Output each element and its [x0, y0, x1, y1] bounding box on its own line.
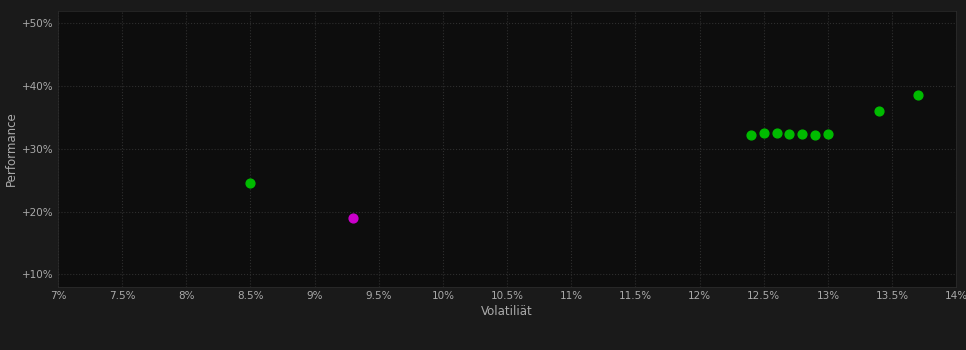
- Point: [756, 130, 772, 136]
- Point: [871, 108, 887, 114]
- Point: [346, 215, 361, 221]
- Point: [743, 132, 758, 138]
- Y-axis label: Performance: Performance: [5, 111, 18, 186]
- Point: [910, 92, 925, 98]
- Point: [242, 181, 258, 186]
- Point: [808, 132, 823, 138]
- Point: [795, 132, 810, 137]
- Point: [769, 130, 784, 136]
- Point: [820, 132, 836, 137]
- Point: [781, 131, 797, 136]
- X-axis label: Volatiliät: Volatiliät: [481, 305, 533, 318]
